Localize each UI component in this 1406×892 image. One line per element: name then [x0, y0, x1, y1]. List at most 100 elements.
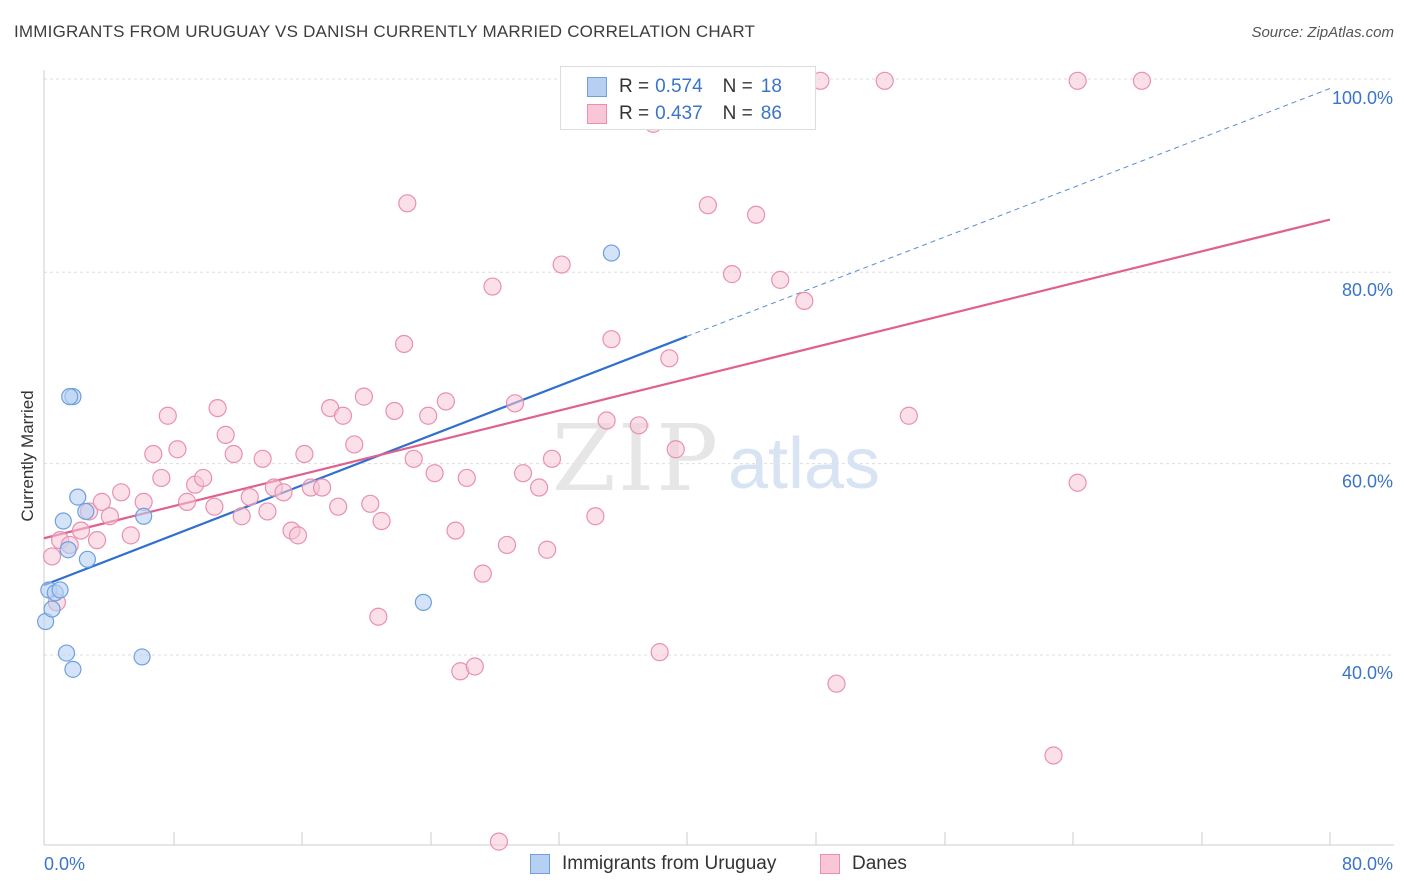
- data-point-danes: [205, 497, 224, 516]
- data-point-danes: [1132, 71, 1152, 90]
- y-tick-label: 40.0%: [1342, 663, 1393, 683]
- data-point-uruguay: [57, 644, 76, 662]
- data-point-danes: [240, 487, 259, 507]
- data-point-danes: [586, 507, 605, 526]
- data-point-danes: [216, 425, 235, 444]
- data-point-danes: [419, 406, 438, 425]
- data-point-danes: [1068, 71, 1087, 90]
- legend-n-label: N =: [722, 76, 753, 97]
- data-point-danes: [345, 435, 364, 454]
- data-point-danes: [899, 406, 918, 425]
- data-point-danes: [92, 492, 111, 511]
- data-point-uruguay: [64, 660, 82, 678]
- data-point-danes: [875, 71, 894, 90]
- data-point-danes: [552, 255, 571, 274]
- data-point-danes: [602, 330, 621, 349]
- bottom-legend-swatch-uruguay: [530, 854, 550, 874]
- data-point-danes: [747, 205, 766, 224]
- data-point-danes: [597, 411, 616, 430]
- bottom-legend-swatch-danes: [820, 854, 840, 874]
- data-point-danes: [372, 511, 391, 531]
- data-point-danes: [446, 521, 465, 540]
- y-axis-label: Currently Married: [18, 390, 37, 522]
- data-point-danes: [650, 643, 669, 662]
- data-point-danes: [473, 564, 492, 583]
- data-point-uruguay: [51, 581, 69, 599]
- data-point-uruguay: [61, 388, 79, 406]
- legend-n-value: 18: [760, 76, 782, 97]
- data-point-danes: [288, 526, 308, 545]
- data-point-danes: [369, 607, 388, 626]
- legend-swatch-danes: [587, 104, 607, 124]
- y-tick-label: 80.0%: [1342, 280, 1393, 300]
- data-point-danes: [1044, 746, 1063, 765]
- trend-line-uruguay-extension: [686, 87, 1331, 337]
- chart-source: Source: ZipAtlas.com: [1251, 24, 1394, 41]
- data-point-uruguay: [78, 550, 97, 568]
- legend-swatch-uruguay: [587, 77, 607, 97]
- data-point-danes: [312, 478, 332, 497]
- data-point-danes: [385, 401, 404, 421]
- data-point-danes: [666, 440, 685, 459]
- data-point-danes: [71, 521, 91, 540]
- axis-layer: [43, 70, 1394, 846]
- data-point-danes: [530, 478, 549, 497]
- data-point-danes: [361, 494, 380, 513]
- legend-row-uruguay: R = 0.574 N = 18: [587, 74, 782, 100]
- data-point-danes: [121, 526, 140, 545]
- data-point-danes: [698, 196, 717, 215]
- legend-r-label: R =: [619, 103, 650, 124]
- data-point-danes: [660, 349, 679, 368]
- watermark-atlas: atlas: [728, 424, 880, 504]
- data-point-danes: [194, 468, 213, 488]
- data-point-danes: [771, 270, 790, 289]
- data-point-danes: [483, 277, 502, 296]
- bottom-legend-label-uruguay: Immigrants from Uruguay: [562, 853, 777, 874]
- data-point-danes: [513, 464, 533, 483]
- grid-layer: [44, 78, 1394, 656]
- data-point-danes: [295, 444, 314, 464]
- data-point-danes: [42, 547, 62, 566]
- data-point-uruguay: [59, 541, 77, 559]
- data-point-danes: [722, 265, 742, 284]
- data-point-danes: [354, 387, 373, 406]
- data-point-danes: [436, 392, 455, 411]
- data-point-danes: [489, 832, 509, 851]
- data-point-danes: [87, 531, 107, 550]
- stats-legend: R = 0.574 N = 18 R = 0.437 N = 86: [560, 66, 816, 130]
- data-point-danes: [274, 483, 293, 502]
- tick-label-layer: 40.0% 60.0% 80.0% 100.0% 0.0% 80.0%: [44, 88, 1393, 874]
- legend-n-value: 86: [760, 103, 782, 124]
- data-point-danes: [538, 540, 557, 559]
- data-point-danes: [144, 444, 163, 464]
- data-point-danes: [542, 449, 562, 468]
- data-point-danes: [398, 194, 417, 213]
- bottom-legend-danes: Danes: [820, 852, 907, 876]
- data-point-danes: [177, 492, 197, 511]
- data-point-danes: [497, 535, 517, 555]
- data-point-danes: [329, 497, 348, 516]
- legend-row-danes: R = 0.437 N = 86: [587, 101, 782, 127]
- y-tick-label: 60.0%: [1342, 472, 1393, 492]
- trend-line-danes: [43, 218, 1331, 540]
- data-point-danes: [208, 398, 227, 418]
- data-point-danes: [394, 334, 414, 354]
- data-point-danes: [253, 449, 272, 468]
- bottom-legend-label-danes: Danes: [852, 853, 907, 874]
- data-point-uruguay: [135, 507, 153, 525]
- data-point-danes: [152, 468, 171, 488]
- data-point-danes: [505, 394, 525, 413]
- data-point-danes: [629, 416, 648, 435]
- legend-r-label: R =: [619, 76, 650, 97]
- data-point-danes: [795, 291, 814, 311]
- data-point-danes: [827, 674, 846, 693]
- x-tick-label: 0.0%: [44, 854, 85, 874]
- data-point-uruguay: [133, 648, 151, 666]
- data-point-danes: [100, 507, 120, 526]
- data-point-uruguay: [54, 512, 72, 530]
- data-point-danes: [258, 502, 277, 521]
- points-layer: [37, 71, 1152, 851]
- data-point-danes: [465, 657, 484, 676]
- data-point-danes: [457, 468, 476, 488]
